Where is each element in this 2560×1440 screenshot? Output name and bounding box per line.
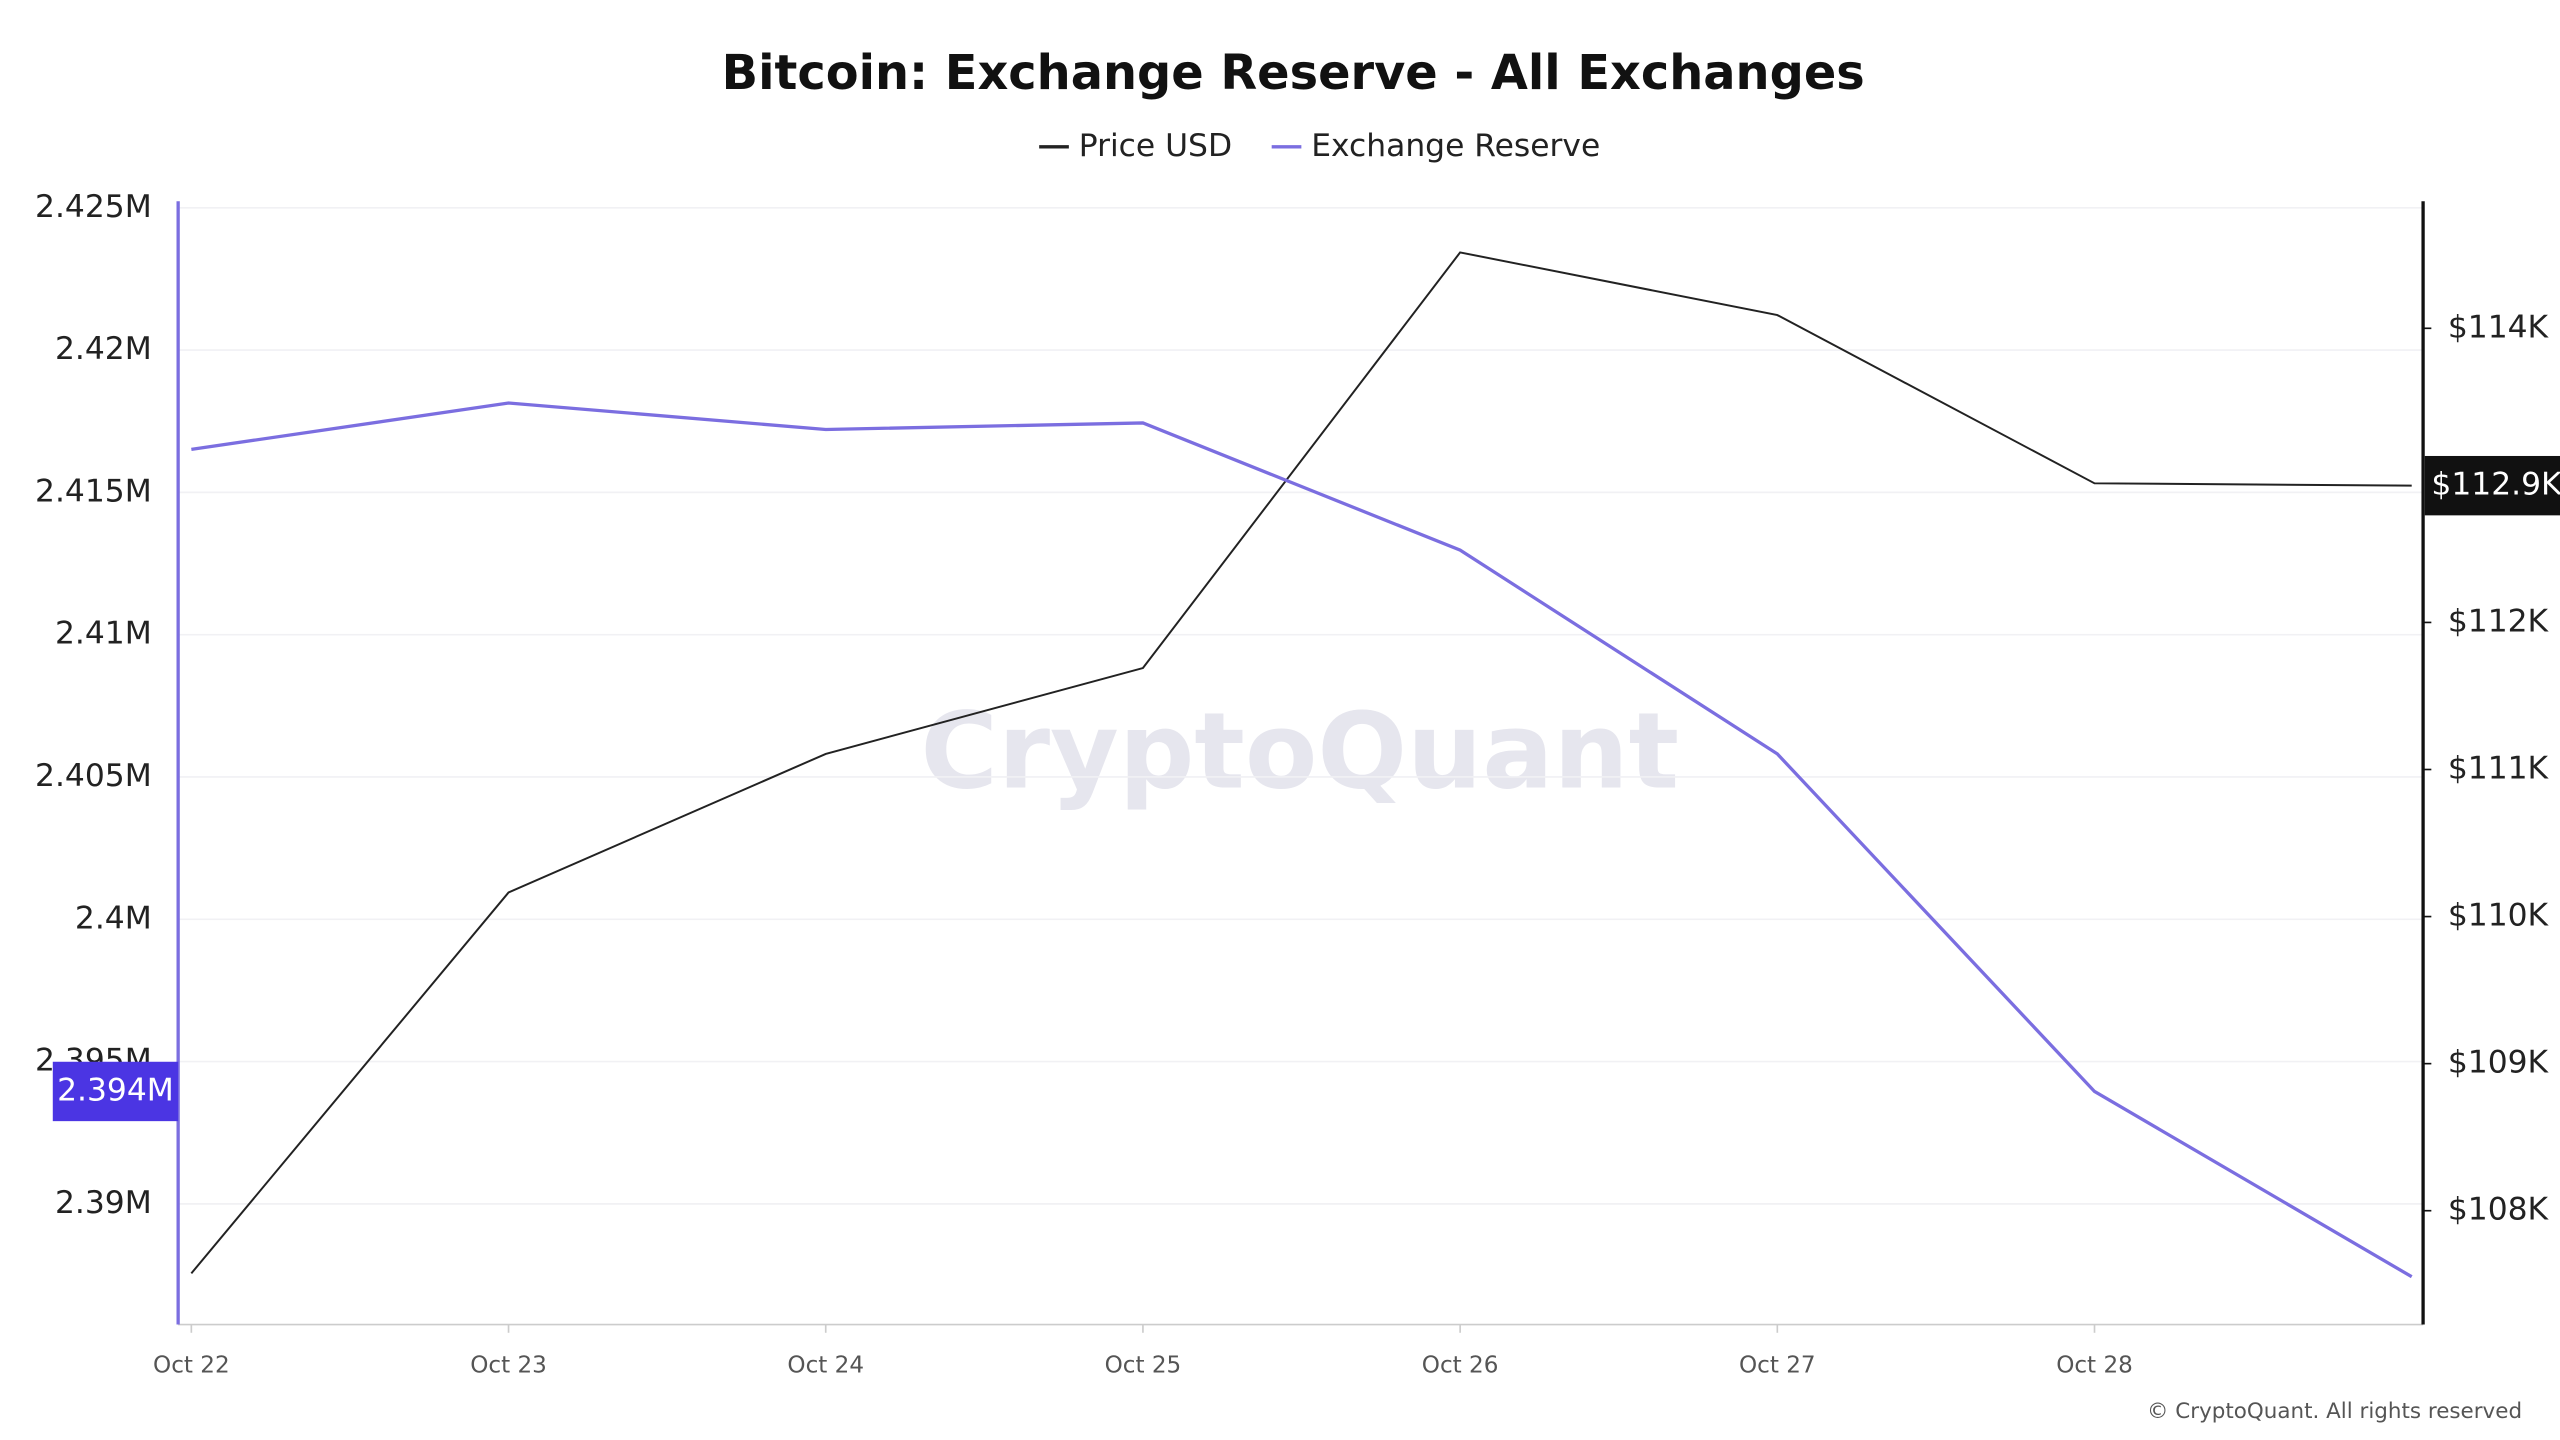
value-label-bg xyxy=(52,1061,179,1122)
y2-tick-label: $110K xyxy=(2448,898,2550,934)
y-tick-label: 2.42M xyxy=(55,331,152,367)
x-tick-label: Oct 25 xyxy=(1105,1352,1182,1378)
series-line xyxy=(190,251,2412,1274)
legend-label: Exchange Reserve xyxy=(1311,128,1600,164)
y2-tick-label: $109K xyxy=(2448,1045,2550,1081)
watermark: CryptoQuant xyxy=(921,690,1680,813)
value-label-bg xyxy=(2424,455,2560,516)
x-tick-label: Oct 23 xyxy=(470,1352,547,1378)
footer: © CryptoQuant. All rights reserved xyxy=(2147,1399,2522,1424)
value-label: $112.9K xyxy=(2431,467,2560,503)
value-label: 2.394M xyxy=(57,1072,174,1108)
series-line xyxy=(191,401,2413,1279)
x-tick-label: Oct 24 xyxy=(787,1352,864,1378)
y-tick-label: 2.4M xyxy=(75,900,152,936)
y2-tick-label: $112K xyxy=(2448,603,2550,639)
chart-title: Bitcoin: Exchange Reserve - All Exchange… xyxy=(722,46,1865,101)
x-tick-label: Oct 26 xyxy=(1422,1352,1499,1378)
y2-tick-label: $111K xyxy=(2448,751,2550,787)
y-tick-label: 2.39M xyxy=(55,1185,152,1221)
x-tick-label: Oct 22 xyxy=(153,1352,230,1378)
y-tick-label: 2.415M xyxy=(35,473,152,509)
x-tick-label: Oct 27 xyxy=(1739,1352,1816,1378)
y2-tick-label: $108K xyxy=(2448,1192,2550,1228)
x-tick-label: Oct 28 xyxy=(2056,1352,2133,1378)
y2-tick-label: $114K xyxy=(2448,309,2550,345)
y-tick-label: 2.425M xyxy=(35,189,152,225)
legend-label: Price USD xyxy=(1079,128,1232,164)
y-tick-label: 2.41M xyxy=(55,616,152,652)
y-tick-label: 2.405M xyxy=(35,758,152,794)
